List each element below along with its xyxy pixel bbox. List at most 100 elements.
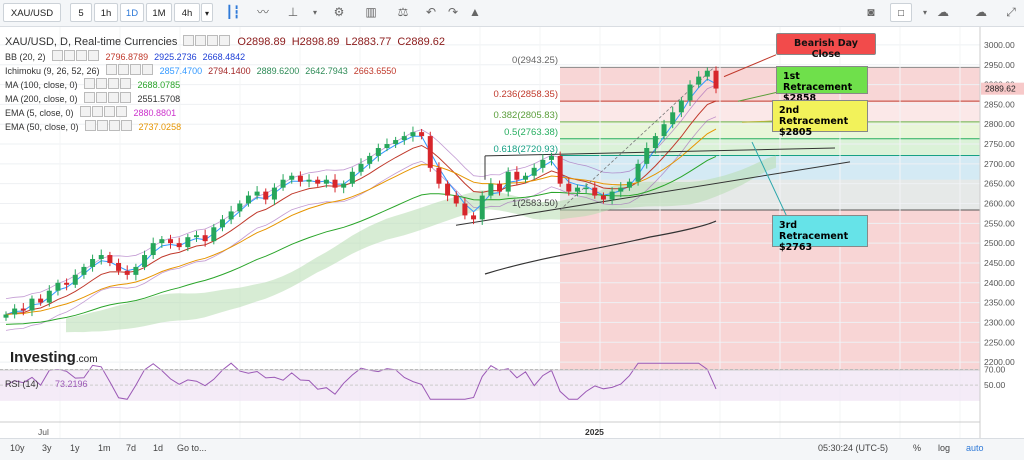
indicator-controls[interactable] [83, 78, 132, 91]
candle [453, 195, 459, 204]
candle [419, 132, 425, 137]
first-retracement-callout: 1st Retracement $2858 [776, 66, 868, 104]
candle [289, 175, 295, 180]
range-3y[interactable]: 3y [42, 443, 52, 453]
y-tick-label: 2650.00 [984, 179, 1015, 189]
candle [29, 298, 35, 311]
range-1m[interactable]: 1m [98, 443, 111, 453]
candle [245, 195, 251, 204]
indicator-controls[interactable] [105, 64, 154, 77]
percent-toggle[interactable]: % [913, 443, 922, 453]
candle [297, 175, 303, 182]
candle [514, 171, 520, 180]
indicator-controls[interactable] [83, 92, 132, 105]
indicator-controls[interactable] [84, 120, 133, 133]
cloud-download-icon[interactable]: ☁ [937, 5, 949, 19]
camera-icon[interactable]: ◙ [867, 5, 875, 19]
interval-5[interactable]: 5 [70, 3, 92, 22]
layout-icon[interactable]: □ [890, 3, 912, 22]
indicator-legend-row[interactable]: Ichimoku (9, 26, 52, 26) 2857.4700 2794.14… [5, 64, 396, 77]
interval-4h[interactable]: 4h [174, 3, 200, 22]
y-tick-label: 3000.00 [984, 40, 1015, 50]
x-label-jul: Jul [38, 427, 49, 437]
balance-icon[interactable]: ⚖ [397, 5, 409, 19]
candlesticks [3, 66, 719, 321]
fib-level-label: 0.236(2858.35) [493, 89, 558, 101]
indicators-icon[interactable]: 〰 [256, 5, 269, 19]
interval-dropdown-icon[interactable]: ▾ [201, 3, 213, 22]
range-1y[interactable]: 1y [70, 443, 80, 453]
cloud-upload-icon[interactable]: ☁ [975, 5, 987, 19]
candle [3, 314, 9, 318]
y-tick-label: 2450.00 [984, 258, 1015, 268]
fib-zone [560, 101, 980, 122]
alert-icon[interactable]: ▲ [469, 5, 481, 19]
indicator-legend-row[interactable]: BB (20, 2) 2796.8789 2925.2736 2668.4842 [5, 50, 245, 63]
interval-1m[interactable]: 1M [146, 3, 172, 22]
symbol-selector[interactable]: XAU/USD [3, 3, 61, 22]
indicator-legend-row[interactable]: EMA (5, close, 0) 2880.8801 [5, 106, 176, 119]
candle [306, 179, 312, 182]
rsi-line [5, 362, 717, 400]
candle [531, 167, 537, 176]
range-1d[interactable]: 1d [153, 443, 164, 453]
channel-top-line [484, 147, 836, 157]
candle [661, 124, 667, 137]
candle [626, 181, 632, 188]
log-toggle[interactable]: log [938, 443, 951, 453]
indicator-value: 2889.6200 [256, 65, 300, 76]
candle [185, 237, 191, 248]
candle [315, 179, 321, 184]
fullscreen-icon[interactable]: ⤢ [1006, 5, 1016, 19]
indicator-value: 2925.2736 [154, 51, 197, 62]
candle [436, 167, 442, 184]
settings-gear-icon[interactable]: ⚙ [333, 5, 345, 19]
auto-toggle[interactable]: auto [966, 443, 984, 453]
indicator-legend-row[interactable]: MA (100, close, 0) 2688.0785 [5, 78, 180, 91]
fib-level-label: 0.382(2805.83) [493, 109, 558, 121]
layout-dropdown-icon[interactable]: ▾ [922, 8, 927, 17]
undo-icon[interactable]: ↶ [425, 5, 437, 19]
legend-controls[interactable] [183, 35, 231, 49]
candle [401, 136, 407, 141]
candle [341, 183, 347, 188]
bar-chart-icon[interactable]: ▥ [365, 5, 377, 19]
candle [176, 243, 182, 248]
candle [479, 195, 485, 220]
indicator-value: 2880.8801 [133, 107, 177, 118]
indicator-value: 2551.5708 [137, 93, 181, 104]
indicator-label: EMA (50, close, 0) [5, 121, 79, 132]
candles-icon[interactable]: ┃┇ [225, 5, 241, 19]
candle [375, 148, 381, 156]
redo-icon[interactable]: ↷ [447, 5, 459, 19]
candle [497, 183, 503, 192]
compare-icon[interactable]: ⊥ [287, 5, 299, 19]
candle [592, 187, 598, 196]
indicator-controls[interactable] [51, 50, 100, 63]
indicator-controls[interactable] [79, 106, 128, 119]
candle [393, 140, 399, 145]
indicator-legend-row[interactable]: MA (200, close, 0) 2551.5708 [5, 92, 180, 105]
go-to-button[interactable]: Go to... [177, 443, 207, 453]
compare-dropdown-icon[interactable]: ▾ [312, 8, 317, 17]
candle [635, 163, 641, 182]
interval-1h[interactable]: 1h [94, 3, 118, 22]
interval-1d[interactable]: 1D [120, 3, 144, 22]
candle [46, 290, 52, 303]
y-tick-label: 2700.00 [984, 159, 1015, 169]
candle [150, 243, 156, 256]
y-tick-label: 2750.00 [984, 139, 1015, 149]
candle [471, 215, 477, 220]
candle [124, 270, 130, 275]
candle [64, 282, 70, 285]
candle [427, 136, 433, 168]
ma-100-line [5, 155, 717, 325]
range-7d[interactable]: 7d [126, 443, 137, 453]
candle [583, 187, 589, 190]
indicator-legend-row[interactable]: EMA (50, close, 0) 2737.0258 [5, 120, 181, 133]
candle [505, 171, 511, 192]
range-10y[interactable]: 10y [10, 443, 25, 453]
candle [323, 179, 329, 184]
candle [445, 183, 451, 196]
